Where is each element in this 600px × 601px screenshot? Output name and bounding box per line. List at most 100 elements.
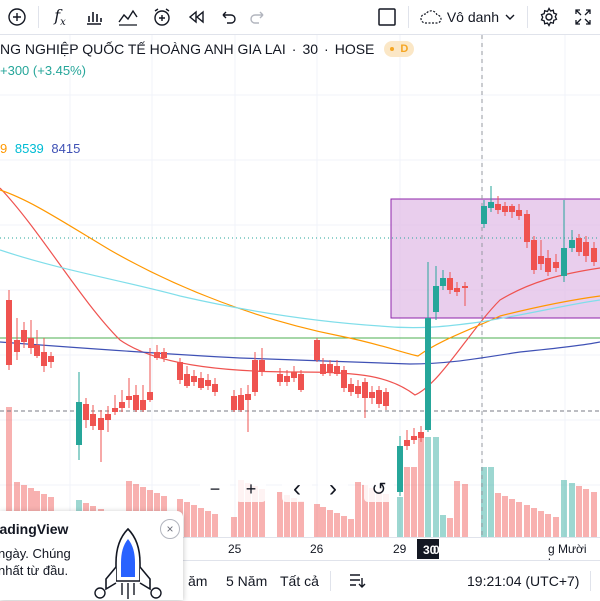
rocket-icon <box>94 527 162 599</box>
volume-bar <box>6 407 12 537</box>
chart-navigation: − + ‹ › ↺ <box>200 475 394 502</box>
layout-button[interactable] <box>370 0 404 34</box>
divider <box>407 6 409 28</box>
promo-popup[interactable]: radingView ngày. Chúng nhất từ đầu. × <box>0 511 183 600</box>
scroll-left-button[interactable]: ‹ <box>282 475 312 502</box>
candle-body <box>531 240 537 270</box>
price-change: +300 (+3.45%) <box>0 63 87 78</box>
clock-label[interactable]: 19:21:04 (UTC+7) <box>467 573 580 589</box>
promo-line: ngày. Chúng <box>0 546 71 561</box>
volume-bar <box>327 510 333 537</box>
rewind-icon <box>188 10 204 24</box>
divider <box>330 571 331 591</box>
settings-button[interactable] <box>532 0 566 34</box>
volume-bar <box>126 481 132 537</box>
candle-body <box>177 362 183 380</box>
account-label: Vô danh <box>446 9 499 25</box>
candle-body <box>462 286 468 288</box>
volume-bar <box>284 495 290 537</box>
volume-bar <box>411 467 417 537</box>
scroll-right-button[interactable]: › <box>318 475 348 502</box>
candle-body <box>98 418 104 430</box>
range-5y-button[interactable]: 5 Năm <box>226 573 268 589</box>
reset-chart-button[interactable]: ↺ <box>364 476 394 502</box>
candle-body <box>154 352 160 358</box>
replay-button[interactable] <box>179 0 213 34</box>
candle-body <box>147 392 153 400</box>
volume-bar <box>362 485 368 537</box>
candle-body <box>362 382 368 398</box>
promo-title: radingView <box>0 521 69 537</box>
account-button[interactable]: Vô danh <box>413 0 523 34</box>
templates-button[interactable] <box>111 0 145 34</box>
candle-body <box>184 374 190 386</box>
candle-body <box>14 340 20 352</box>
fullscreen-button[interactable] <box>566 0 600 34</box>
alert-button[interactable] <box>145 0 179 34</box>
time-label: 26 <box>310 542 324 556</box>
zoom-out-button[interactable]: − <box>200 476 230 502</box>
volume-bar <box>212 514 218 537</box>
candle-body <box>320 364 326 374</box>
volume-bar <box>369 488 375 537</box>
undo-button[interactable] <box>213 0 243 34</box>
symbol-legend[interactable]: NG NGHIỆP QUỐC TẾ HOÀNG ANH GIA LAI · 30… <box>0 41 415 57</box>
redo-icon <box>250 11 264 24</box>
zoom-in-button[interactable]: + <box>236 476 266 502</box>
price-chart[interactable] <box>0 35 600 540</box>
candle-body <box>576 238 582 252</box>
range-all-button[interactable]: Tất cả <box>280 573 319 589</box>
candle-body <box>259 360 265 372</box>
candle-body <box>553 262 559 268</box>
candle-body <box>538 256 544 264</box>
candle-body <box>161 352 167 358</box>
indicator-icon <box>118 9 138 26</box>
candle-body <box>348 384 354 392</box>
add-symbol-button[interactable] <box>0 0 34 34</box>
candle-body <box>6 300 12 365</box>
divider <box>527 6 528 28</box>
volume-bar <box>397 497 403 537</box>
candle-body <box>21 330 27 342</box>
volume-bar <box>509 499 515 537</box>
volume-bar <box>277 492 283 537</box>
volume-bar <box>298 501 304 537</box>
ma-value: 9 <box>0 141 8 156</box>
fullscreen-icon <box>575 9 591 25</box>
candle-body <box>433 286 439 312</box>
candle-body <box>231 396 237 410</box>
volume-bar <box>320 507 326 537</box>
volume-bar <box>454 481 460 537</box>
calendar-arrow-icon <box>350 574 366 588</box>
badge-label: D <box>400 43 409 55</box>
highlight-rectangle <box>390 198 600 319</box>
gear-icon <box>540 7 558 27</box>
range-1y-button[interactable]: ăm <box>188 573 208 589</box>
volume-bar <box>591 492 597 537</box>
ma-value: 8415 <box>51 141 81 156</box>
cloud-icon <box>420 10 442 24</box>
volume-bar <box>495 493 501 537</box>
redo-button[interactable] <box>243 0 273 34</box>
goto-date-button[interactable] <box>348 572 368 593</box>
plus-circle-icon <box>8 8 26 26</box>
close-button[interactable]: × <box>160 519 180 539</box>
chart-type-button[interactable] <box>77 0 111 34</box>
volume-bar <box>184 502 190 537</box>
volume-bar <box>291 498 297 537</box>
volume-bar <box>133 484 139 537</box>
alarm-add-icon <box>154 8 170 26</box>
indicators-button[interactable]: fx <box>43 0 77 34</box>
candle-body <box>112 408 118 412</box>
candle-body <box>495 204 501 210</box>
ma-value: 8539 <box>14 141 44 156</box>
bar-chart-icon <box>87 12 102 25</box>
volume-bar <box>425 437 431 537</box>
interval-label: 30 <box>302 41 319 57</box>
volume-bar <box>433 437 439 537</box>
candle-body <box>314 340 320 360</box>
candle-body <box>48 356 54 362</box>
market-status-badge[interactable]: D <box>384 41 415 57</box>
volume-bar <box>447 518 453 537</box>
candle-body <box>418 432 424 438</box>
